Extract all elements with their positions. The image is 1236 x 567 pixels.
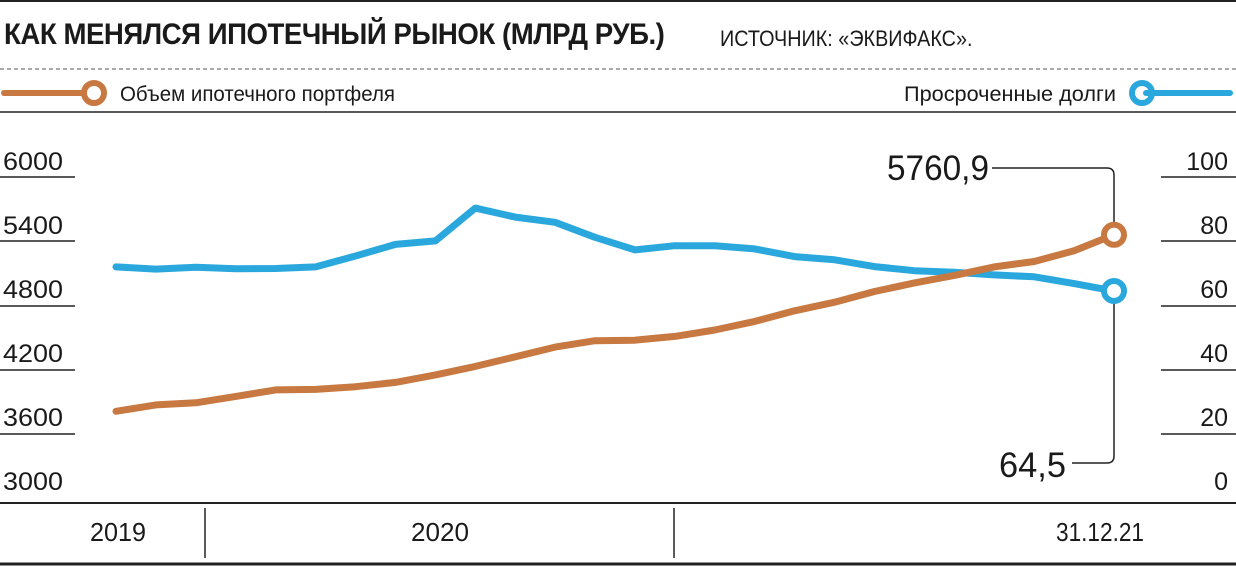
series-line-portfolio [112,231,1118,415]
y-tick-right: 20 [1200,404,1228,432]
legend-label-overdue: Просроченные долги [904,83,1116,106]
end-marker-overdue [1101,277,1127,304]
y-tick-left: 4800 [3,276,63,304]
y-tick-left: 5400 [3,212,63,240]
x-label: 31.12.21 [1056,517,1144,547]
y-tick-right: 60 [1200,276,1228,304]
y-tick-left: 4200 [3,340,63,368]
legend-overdue: Просроченные долги [904,80,1233,106]
left-axis: 6000 5400 4800 4200 3600 3000 [0,148,75,496]
y-tick-right: 40 [1200,340,1228,368]
y-tick-right: 80 [1200,212,1228,240]
annotation-overdue: 64,5 [999,446,1066,485]
end-marker-portfolio [1101,221,1127,248]
x-label: 2020 [411,517,469,547]
y-tick-left: 3000 [3,468,63,496]
annotation-portfolio: 5760,9 [887,149,989,188]
right-axis: 100 80 60 40 20 0 [1161,148,1236,496]
source-note: ИСТОЧНИК: «ЭКВИФАКС». [720,26,973,51]
y-tick-left: 3600 [3,404,63,432]
top-rule [0,0,1236,2]
legend-portfolio: Объем ипотечного портфеля [1,80,395,106]
leader-line-portfolio [992,167,1115,232]
series-line-overdue [112,204,1118,295]
x-label: 2019 [90,517,146,547]
y-tick-right: 0 [1214,468,1228,496]
y-tick-right: 100 [1186,148,1228,176]
leader-line-overdue [1072,293,1115,464]
legend-label-portfolio: Объем ипотечного портфеля [120,83,395,106]
chart-title: КАК МЕНЯЛСЯ ИПОТЕЧНЫЙ РЫНОК (МЛРД РУБ.) [4,18,665,51]
legend-marker-icon [81,80,107,106]
y-tick-left: 6000 [3,148,63,176]
